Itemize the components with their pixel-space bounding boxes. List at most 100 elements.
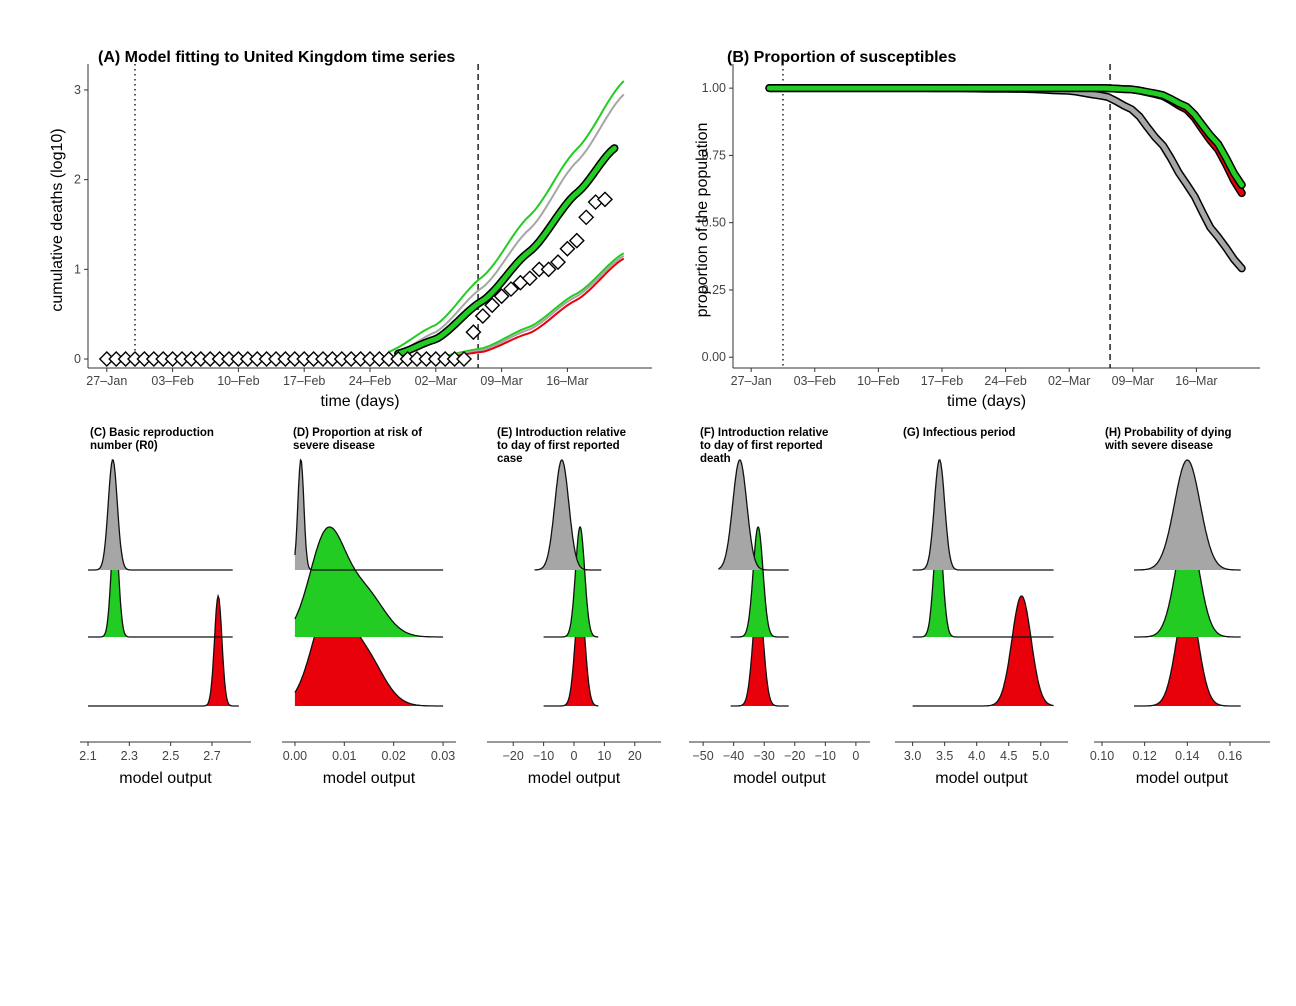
y-tick-label: 1.00	[702, 81, 726, 95]
density-outline	[718, 459, 789, 571]
panel-title: (C) Basic reproduction number (R0)	[90, 427, 214, 452]
x-tick-label: 0.14	[1175, 749, 1199, 763]
x-tick-label: 3.5	[936, 749, 953, 763]
x-tick-label: 10–Feb	[217, 374, 259, 388]
observed-point	[493, 288, 510, 305]
x-tick-label: 27–Jan	[731, 374, 772, 388]
series-line-outline	[394, 144, 619, 358]
panel-H: (H) Probability of dying with severe dise…	[1090, 427, 1270, 787]
density-outline	[1134, 459, 1241, 571]
panel-title-line: (C) Basic reproduction	[90, 427, 214, 439]
series-line-outline	[765, 84, 1246, 189]
panel-title-line: (D) Proportion at risk of	[293, 427, 422, 439]
panel-title-line: severe disease	[293, 440, 375, 452]
observed-point	[559, 240, 576, 257]
x-tick-label: 0.12	[1132, 749, 1156, 763]
panel-D: (D) Proportion at risk of severe disease 0…	[282, 427, 456, 787]
density-fill-red	[1134, 596, 1241, 706]
density-outline	[88, 459, 233, 571]
x-tick-label: 0.03	[431, 749, 455, 763]
series-line-green	[766, 85, 1245, 188]
x-tick-label: 0.10	[1090, 749, 1114, 763]
x-tick-label: 0.16	[1218, 749, 1242, 763]
observed-point	[568, 232, 585, 249]
y-tick-label: 3	[74, 83, 81, 97]
x-axis-label: model output	[733, 770, 826, 787]
panel-A: (A) Model fitting to United Kingdom time…	[49, 49, 652, 410]
observed-point	[465, 324, 482, 341]
x-tick-label: 03–Feb	[794, 374, 836, 388]
x-tick-label: 24–Feb	[984, 374, 1026, 388]
density-fill-green	[912, 527, 1054, 637]
series-line-green	[388, 80, 625, 353]
series-line-grey	[395, 145, 617, 357]
x-axis-label: time (days)	[320, 393, 399, 410]
density-outline	[88, 593, 239, 707]
x-axis-label: time (days)	[947, 393, 1026, 410]
x-tick-label: 5.0	[1032, 749, 1049, 763]
x-tick-label: 0.01	[332, 749, 356, 763]
x-tick-label: −40	[723, 749, 744, 763]
density-fill-green	[294, 527, 444, 637]
density-fill-grey	[1134, 460, 1241, 570]
series-line-grey	[440, 255, 625, 359]
panel-title-line: (G) Infectious period	[903, 427, 1015, 439]
x-tick-label: 17–Feb	[283, 374, 325, 388]
x-tick-label: 03–Feb	[151, 374, 193, 388]
x-tick-label: 2.3	[121, 749, 138, 763]
x-tick-label: −10	[815, 749, 836, 763]
panel-title: (A) Model fitting to United Kingdom time…	[98, 49, 455, 66]
x-tick-label: 4.0	[968, 749, 985, 763]
density-outline	[912, 459, 1054, 571]
x-axis-label: model output	[323, 770, 416, 787]
density-outline	[294, 458, 444, 571]
x-axis-label: model output	[1136, 770, 1229, 787]
density-outline	[543, 526, 599, 638]
x-tick-label: 2.1	[79, 749, 96, 763]
x-tick-label: 27–Jan	[86, 374, 127, 388]
panel-title: (H) Probability of dying with severe dise…	[1104, 427, 1232, 452]
x-tick-label: 2.5	[162, 749, 179, 763]
panel-title: (B) Proportion of susceptibles	[727, 49, 956, 66]
density-outline	[730, 526, 789, 638]
density-fill-red	[730, 596, 789, 706]
observed-point	[503, 281, 519, 298]
panel-C: (C) Basic reproduction number (R0) 2.1 2.3 2…	[79, 427, 251, 787]
observed-point	[578, 209, 595, 226]
y-tick-label: 0.25	[702, 283, 726, 297]
y-tick-label: 0.75	[702, 148, 726, 162]
density-fill-red	[543, 596, 599, 706]
density-outline	[912, 595, 1054, 707]
x-tick-label: 0	[571, 749, 578, 763]
panel-title: (E) Introduction relative to day of first…	[497, 427, 626, 465]
x-tick-label: 20	[628, 749, 642, 763]
y-axis-label: cumulative deaths (log10)	[49, 128, 66, 311]
panel-E: (E) Introduction relative to day of first…	[487, 427, 661, 787]
x-tick-label: −20	[784, 749, 805, 763]
density-fill-red	[912, 596, 1054, 706]
density-fill-grey	[718, 460, 789, 570]
x-tick-label: 3.0	[904, 749, 921, 763]
density-fill-grey	[88, 460, 233, 570]
panel-title-line: (F) Introduction relative	[700, 427, 828, 439]
series-line-grey	[397, 93, 625, 353]
observed-point	[597, 191, 613, 208]
y-axis-label: proportion of the population	[694, 123, 711, 318]
observed-point	[540, 261, 557, 278]
observed-point	[550, 254, 566, 271]
x-tick-label: 2.7	[203, 749, 220, 763]
x-tick-label: 10–Feb	[857, 374, 899, 388]
panel-title-line: death	[700, 453, 731, 465]
x-tick-label: 0.02	[382, 749, 406, 763]
panel-title-line: with severe disease	[1104, 440, 1213, 452]
panel-title: (G) Infectious period	[903, 427, 1015, 439]
x-axis-label: model output	[528, 770, 621, 787]
x-tick-label: 17–Feb	[921, 374, 963, 388]
y-tick-label: 0.50	[702, 216, 726, 230]
x-tick-label: −10	[533, 749, 554, 763]
panel-G: (G) Infectious period 3.0 3.5 4.0 4.5 5.0 mode…	[895, 427, 1068, 787]
x-tick-label: −20	[503, 749, 524, 763]
x-tick-label: 10	[597, 749, 611, 763]
x-tick-label: 4.5	[1000, 749, 1017, 763]
x-tick-label: 09–Mar	[480, 374, 522, 388]
